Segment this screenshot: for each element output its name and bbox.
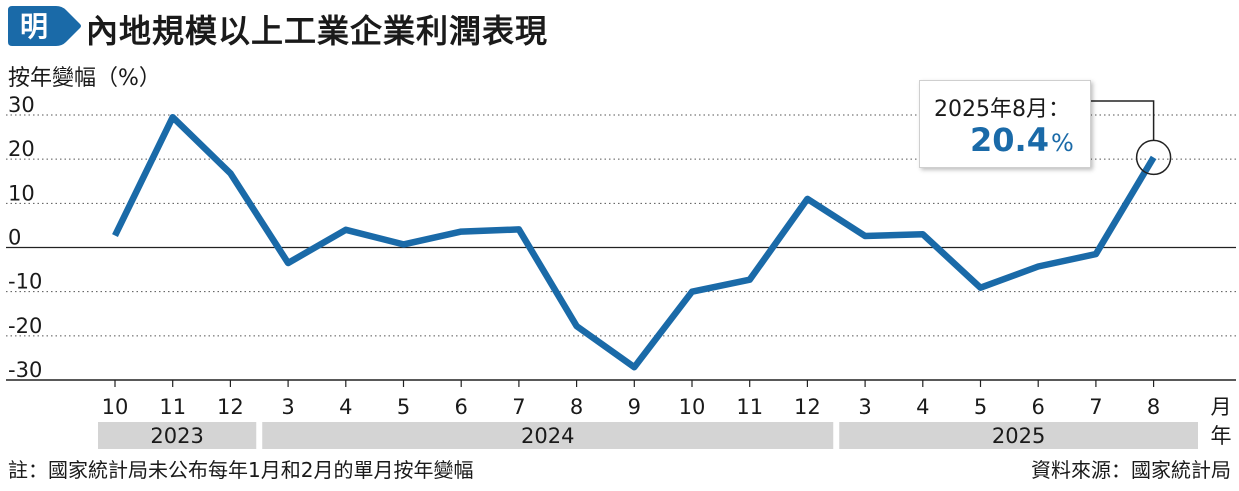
x-tick-label: 7	[512, 395, 525, 419]
year-label: 2024	[521, 424, 574, 448]
year-band-2025	[839, 422, 1198, 449]
year-band-2024	[262, 422, 834, 449]
x-tick-label: 12	[794, 395, 821, 419]
x-tick-label: 7	[1089, 395, 1102, 419]
x-tick-label: 4	[916, 395, 929, 419]
y-tick-label: -30	[8, 358, 42, 382]
x-tick-label: 5	[397, 395, 410, 419]
x-tick-label: 10	[679, 395, 706, 419]
callout-leader	[1089, 100, 1155, 141]
callout-label: 2025年8月：	[934, 97, 1070, 122]
y-tick-label: 30	[8, 93, 35, 117]
x-tick-label: 4	[339, 395, 352, 419]
source-note: 資料來源：國家統計局	[1031, 458, 1231, 482]
x-tick-label: 11	[736, 395, 763, 419]
x-tick-label: 6	[455, 395, 468, 419]
callout-value: 20.4%	[970, 121, 1074, 159]
x-tick-label: 6	[1032, 395, 1045, 419]
x-tick-label: 11	[159, 395, 186, 419]
y-tick-label: 20	[8, 137, 35, 161]
mingpao-logo: 明	[8, 6, 81, 46]
y-tick-label: -10	[8, 270, 42, 294]
callout-unit: %	[1050, 129, 1074, 157]
x-tick-label: 3	[858, 395, 871, 419]
y-tick-label: -20	[8, 314, 42, 338]
y-tick-label: 10	[8, 181, 35, 205]
chart-title: 內地規模以上工業企業利潤表現	[86, 12, 549, 50]
x-tick-label: 9	[628, 395, 641, 419]
year-label: 2025	[992, 424, 1045, 448]
y-tick-label: 0	[8, 226, 21, 250]
footnote: 註：國家統計局未公布每年1月和2月的單月按年變幅	[8, 458, 474, 482]
x-tick-label: 5	[974, 395, 987, 419]
year-label: 2023	[150, 424, 203, 448]
x-tick-label: 10	[102, 395, 129, 419]
logo-char: 明	[20, 10, 48, 43]
x-tick-label: 12	[217, 395, 244, 419]
y-axis-label: 按年變幅（%）	[8, 66, 161, 91]
x-tick-label: 8	[570, 395, 583, 419]
callout-number: 20.4	[970, 121, 1049, 159]
x-tick-label: 8	[1147, 395, 1160, 419]
x-unit-year: 年	[1211, 424, 1232, 448]
x-unit-month: 月	[1211, 395, 1232, 419]
latest-value-callout: 2025年8月： 20.4%	[919, 80, 1091, 168]
year-band-2023	[98, 422, 257, 449]
series-line	[112, 113, 1157, 371]
x-tick-label: 3	[281, 395, 294, 419]
